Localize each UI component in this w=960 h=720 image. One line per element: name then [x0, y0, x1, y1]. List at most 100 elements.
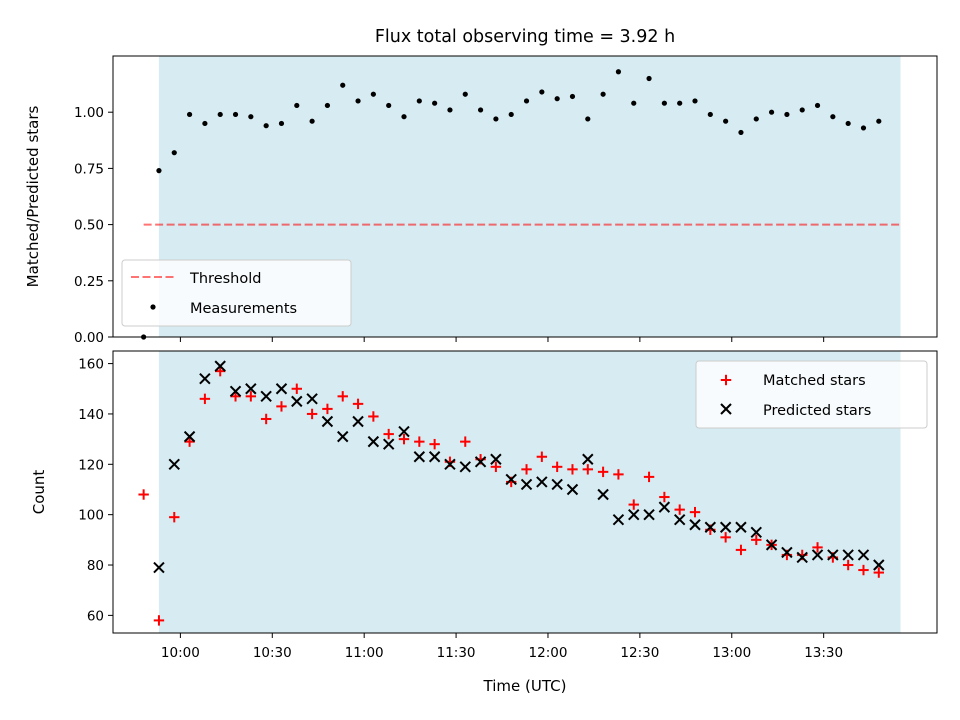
- measurement-point: [723, 118, 729, 124]
- measurement-point: [156, 168, 162, 174]
- marker-dot: [186, 111, 193, 118]
- marker-stroke: [398, 425, 410, 438]
- predicted-star-point: [321, 415, 334, 428]
- matched-star-point: [582, 464, 593, 475]
- matched-star-point: [551, 461, 563, 473]
- y-tick-label: 0.00: [74, 330, 104, 346]
- x-axis-label: Time (UTC): [483, 677, 567, 695]
- predicted-star-point: [214, 360, 226, 372]
- marker-stroke: [382, 438, 395, 450]
- marker-stroke: [612, 513, 625, 526]
- measurement-point: [263, 123, 269, 129]
- marker-dot: [156, 168, 162, 174]
- matched-star-point: [460, 436, 471, 447]
- marker-stroke: [750, 526, 762, 538]
- marker-dot: [845, 120, 851, 127]
- marker-dot: [263, 123, 269, 129]
- matched-star-point: [414, 436, 425, 447]
- predicted-star-point: [505, 473, 517, 486]
- predicted-star-point: [673, 513, 686, 526]
- marker-stroke: [857, 549, 870, 561]
- predicted-star-point: [597, 488, 609, 501]
- measurement-point: [799, 107, 805, 113]
- matched-star-point: [659, 491, 670, 503]
- matched-star-point: [628, 499, 639, 510]
- marker-stroke: [168, 458, 180, 471]
- marker-stroke: [413, 451, 426, 463]
- measurement-point: [386, 102, 392, 109]
- matched-star-point: [613, 469, 624, 480]
- y-tick-label: 160: [78, 357, 104, 373]
- predicted-star-point: [750, 526, 762, 538]
- matched-star-point: [230, 391, 241, 402]
- predicted-star-point: [612, 513, 625, 526]
- marker-dot: [723, 118, 729, 124]
- marker-stroke: [597, 488, 609, 501]
- marker-stroke: [566, 483, 579, 496]
- y-tick-label: 0.25: [74, 274, 104, 290]
- chart-title: Flux total observing time = 3.92 h: [375, 27, 675, 47]
- measurement-point: [661, 100, 667, 106]
- marker-dot: [554, 96, 560, 102]
- x-tick-label: 10:00: [161, 645, 200, 661]
- y-tick-label: 140: [78, 407, 104, 423]
- y-tick-label: 120: [78, 457, 104, 473]
- measurement-point: [217, 111, 223, 118]
- measurement-point: [677, 100, 683, 106]
- legend-matched-swatch: [720, 374, 732, 386]
- marker-stroke: [474, 456, 487, 468]
- matched-star-point: [689, 506, 701, 518]
- measurement-point: [416, 98, 422, 104]
- marker-stroke: [245, 383, 257, 395]
- measurement-point: [615, 69, 622, 75]
- marker-dot: [370, 91, 376, 97]
- matched-star-point: [674, 504, 685, 515]
- marker-stroke: [306, 393, 318, 405]
- marker-dot: [202, 120, 208, 127]
- legend-label-measurements: Measurements: [190, 301, 297, 317]
- measurement-point: [355, 98, 361, 104]
- predicted-star-point: [811, 549, 824, 561]
- marker-stroke: [827, 549, 839, 561]
- matched-star-point: [383, 428, 394, 440]
- marker-dot: [309, 118, 315, 124]
- predicted-star-point: [842, 549, 854, 561]
- predicted-star-point: [551, 478, 563, 491]
- y-tick-label: 1.00: [74, 105, 104, 121]
- matched-star-point: [490, 461, 502, 473]
- bottom-panel: 60 80 100 120 140 160 10:00 10:30 11:00 11:30 12:0…: [30, 350, 938, 695]
- marker-dot: [585, 116, 591, 122]
- marker-dot: [232, 111, 239, 118]
- x-tick-label: 13:00: [712, 645, 751, 661]
- measurement-point: [232, 111, 239, 118]
- predicted-star-point: [306, 393, 318, 405]
- marker-stroke: [260, 390, 272, 403]
- measurement-point: [876, 118, 882, 124]
- measurement-point: [370, 91, 376, 97]
- predicted-star-point: [382, 438, 395, 450]
- matched-star-point: [138, 489, 149, 500]
- matched-star-point: [597, 466, 609, 478]
- x-tick-label: 10:30: [253, 645, 292, 661]
- measurement-point: [340, 82, 346, 88]
- measurement-point: [523, 98, 530, 104]
- marker-stroke: [765, 539, 778, 551]
- marker-dot: [615, 69, 622, 75]
- predicted-star-point: [719, 521, 732, 533]
- marker-stroke: [842, 549, 854, 561]
- top-panel-frame: [112, 55, 938, 338]
- predicted-star-point: [245, 383, 257, 395]
- marker-dot: [523, 98, 530, 104]
- legend-predicted-swatch: [720, 403, 732, 415]
- y-tick-label: 100: [78, 508, 104, 524]
- y-tick-label: 0.50: [74, 218, 104, 234]
- measurement-point: [814, 102, 821, 109]
- matched-star-point: [291, 383, 302, 394]
- measurement-point: [294, 102, 300, 109]
- marker-stroke: [551, 478, 563, 491]
- measurement-point: [784, 111, 790, 118]
- marker-stroke: [582, 453, 594, 465]
- measurement-point: [600, 91, 606, 97]
- marker-dot: [278, 120, 285, 127]
